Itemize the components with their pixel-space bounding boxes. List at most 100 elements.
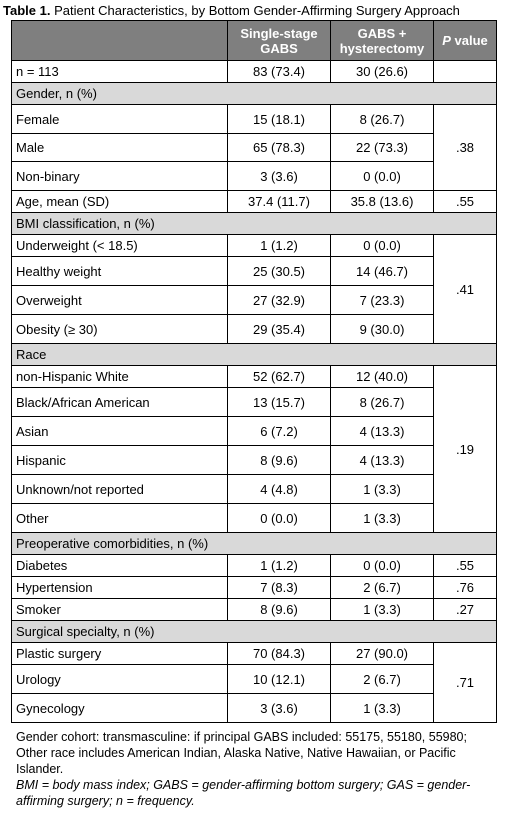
- row-label: Unknown/not reported: [11, 474, 228, 504]
- cell-hyst: 1 (3.3): [330, 598, 434, 621]
- footnote-abbreviations: BMI = body mass index; GABS = gender-aff…: [16, 778, 471, 808]
- cell-hyst: 7 (23.3): [330, 285, 434, 315]
- header-p-value: P value: [433, 20, 497, 61]
- cell-p: [433, 60, 497, 83]
- cell-hyst: 1 (3.3): [330, 693, 434, 723]
- cell-p: .19: [433, 365, 497, 533]
- cell-single: 52 (62.7): [227, 365, 331, 388]
- section-row: Gender, n (%): [11, 82, 497, 105]
- table-row: Underweight (< 18.5) 1 (1.2) 0 (0.0) .41: [11, 234, 497, 344]
- header-label: [11, 20, 228, 61]
- table-number: Table 1.: [3, 3, 51, 18]
- cell-single: 8 (9.6): [227, 598, 331, 621]
- cell-single: 3 (3.6): [227, 161, 331, 191]
- table-caption: Patient Characteristics, by Bottom Gende…: [54, 3, 460, 18]
- table-row: Male 65 (78.3) 22 (73.3): [11, 133, 497, 162]
- cell-p: .27: [433, 598, 497, 621]
- cell-single: 1 (1.2): [227, 234, 331, 257]
- row-label: Female: [11, 104, 228, 134]
- row-label: Hispanic: [11, 445, 228, 475]
- cell-hyst: 0 (0.0): [330, 234, 434, 257]
- table-row: Plastic surgery 70 (84.3) 27 (90.0) .71: [11, 642, 497, 723]
- row-label: Asian: [11, 416, 228, 446]
- cell-single: 4 (4.8): [227, 474, 331, 504]
- cell-single: 27 (32.9): [227, 285, 331, 315]
- row-label: non-Hispanic White: [11, 365, 228, 388]
- table-row: Overweight 27 (32.9) 7 (23.3): [11, 285, 497, 315]
- header-row: Single-stage GABS GABS + hysterectomy P va…: [11, 20, 497, 61]
- section-label: Gender, n (%): [11, 82, 497, 105]
- cell-p: .55: [433, 554, 497, 577]
- cell-hyst: 8 (26.7): [330, 104, 434, 134]
- row-label: n = 113: [11, 60, 228, 83]
- table-row: Urology 10 (12.1) 2 (6.7): [11, 664, 497, 694]
- table-row: Hispanic 8 (9.6) 4 (13.3): [11, 445, 497, 475]
- table-row: Female 15 (18.1) 8 (26.7) .38: [11, 104, 497, 191]
- cell-hyst: 14 (46.7): [330, 256, 434, 286]
- table-row: Hypertension 7 (8.3) 2 (6.7) .76: [11, 576, 497, 599]
- table-row: Non-binary 3 (3.6) 0 (0.0): [11, 161, 497, 191]
- cell-p: .76: [433, 576, 497, 599]
- row-label: Hypertension: [11, 576, 228, 599]
- section-label: Preoperative comorbidities, n (%): [11, 532, 497, 555]
- cell-p: .55: [433, 190, 497, 213]
- row-label: Underweight (< 18.5): [11, 234, 228, 257]
- cell-hyst: 30 (26.6): [330, 60, 434, 83]
- row-label: Urology: [11, 664, 228, 694]
- cell-hyst: 4 (13.3): [330, 416, 434, 446]
- cell-p: .38: [433, 104, 497, 191]
- table-row: non-Hispanic White 52 (62.7) 12 (40.0) .…: [11, 365, 497, 533]
- section-row: BMI classification, n (%): [11, 212, 497, 235]
- cell-single: 83 (73.4): [227, 60, 331, 83]
- table-row: Black/African American 13 (15.7) 8 (26.7…: [11, 387, 497, 417]
- table-row: Obesity (≥ 30) 29 (35.4) 9 (30.0): [11, 314, 497, 344]
- row-label: Black/African American: [11, 387, 228, 417]
- cell-single: 29 (35.4): [227, 314, 331, 344]
- header-hysterectomy: GABS + hysterectomy: [330, 20, 434, 61]
- cell-hyst: 12 (40.0): [330, 365, 434, 388]
- cell-hyst: 0 (0.0): [330, 554, 434, 577]
- table-footnote: Gender cohort: transmasculine: if princi…: [16, 729, 486, 809]
- section-row: Surgical specialty, n (%): [11, 620, 497, 643]
- table-row: Diabetes 1 (1.2) 0 (0.0) .55: [11, 554, 497, 577]
- section-row: Preoperative comorbidities, n (%): [11, 532, 497, 555]
- cell-hyst: 9 (30.0): [330, 314, 434, 344]
- cell-single: 15 (18.1): [227, 104, 331, 134]
- cell-single: 0 (0.0): [227, 503, 331, 533]
- table-row: Other 0 (0.0) 1 (3.3): [11, 503, 497, 533]
- cell-single: 1 (1.2): [227, 554, 331, 577]
- cell-single: 25 (30.5): [227, 256, 331, 286]
- cell-single: 3 (3.6): [227, 693, 331, 723]
- row-label: Overweight: [11, 285, 228, 315]
- cell-single: 37.4 (11.7): [227, 190, 331, 213]
- table-title: Table 1. Patient Characteristics, by Bot…: [3, 3, 460, 19]
- row-label: Smoker: [11, 598, 228, 621]
- section-label: Surgical specialty, n (%): [11, 620, 497, 643]
- cell-single: 6 (7.2): [227, 416, 331, 446]
- patient-characteristics-table: Single-stage GABS GABS + hysterectomy P va…: [11, 20, 497, 723]
- section-row: Race: [11, 343, 497, 366]
- table-row: Gynecology 3 (3.6) 1 (3.3): [11, 693, 497, 723]
- cell-hyst: 1 (3.3): [330, 503, 434, 533]
- row-label: Plastic surgery: [11, 642, 228, 665]
- cell-single: 10 (12.1): [227, 664, 331, 694]
- row-label: Obesity (≥ 30): [11, 314, 228, 344]
- cell-hyst: 2 (6.7): [330, 576, 434, 599]
- cell-hyst: 1 (3.3): [330, 474, 434, 504]
- footnote-text: Gender cohort: transmasculine: if princi…: [16, 730, 467, 776]
- cell-hyst: 22 (73.3): [330, 133, 434, 162]
- table-row: n = 113 83 (73.4) 30 (26.6): [11, 60, 497, 83]
- cell-hyst: 8 (26.7): [330, 387, 434, 417]
- table-row: Unknown/not reported 4 (4.8) 1 (3.3): [11, 474, 497, 504]
- cell-hyst: 27 (90.0): [330, 642, 434, 665]
- row-label: Age, mean (SD): [11, 190, 228, 213]
- cell-hyst: 0 (0.0): [330, 161, 434, 191]
- section-label: Race: [11, 343, 497, 366]
- row-label: Non-binary: [11, 161, 228, 191]
- cell-single: 70 (84.3): [227, 642, 331, 665]
- row-label: Gynecology: [11, 693, 228, 723]
- cell-single: 8 (9.6): [227, 445, 331, 475]
- cell-p: .71: [433, 642, 497, 723]
- cell-hyst: 2 (6.7): [330, 664, 434, 694]
- table-row: Healthy weight 25 (30.5) 14 (46.7): [11, 256, 497, 286]
